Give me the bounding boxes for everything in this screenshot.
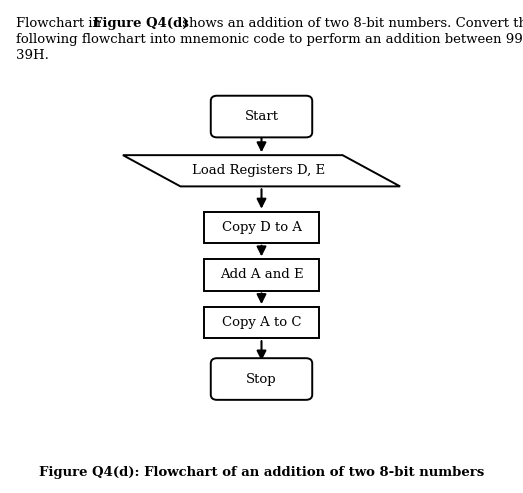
Text: Figure Q4(d): Figure Q4(d) [93,17,189,30]
Text: Copy D to A: Copy D to A [222,221,301,234]
Text: Start: Start [244,110,279,123]
FancyBboxPatch shape [211,358,312,400]
Text: Figure Q4(d): Flowchart of an addition of two 8-bit numbers: Figure Q4(d): Flowchart of an addition o… [39,466,484,479]
Text: shows an addition of two 8-bit numbers. Convert the: shows an addition of two 8-bit numbers. … [178,17,523,30]
Text: Add A and E: Add A and E [220,268,303,282]
Text: 39H.: 39H. [16,49,49,62]
Bar [204,211,319,243]
Text: Copy A to C: Copy A to C [222,316,301,329]
FancyBboxPatch shape [211,96,312,138]
Bar [204,307,319,338]
Text: Load Registers D, E: Load Registers D, E [192,164,325,177]
Text: following flowchart into mnemonic code to perform an addition between 99H and: following flowchart into mnemonic code t… [16,33,523,46]
Bar [204,259,319,290]
Text: Stop: Stop [246,373,277,386]
Text: Flowchart in: Flowchart in [16,17,105,30]
Polygon shape [123,155,400,186]
